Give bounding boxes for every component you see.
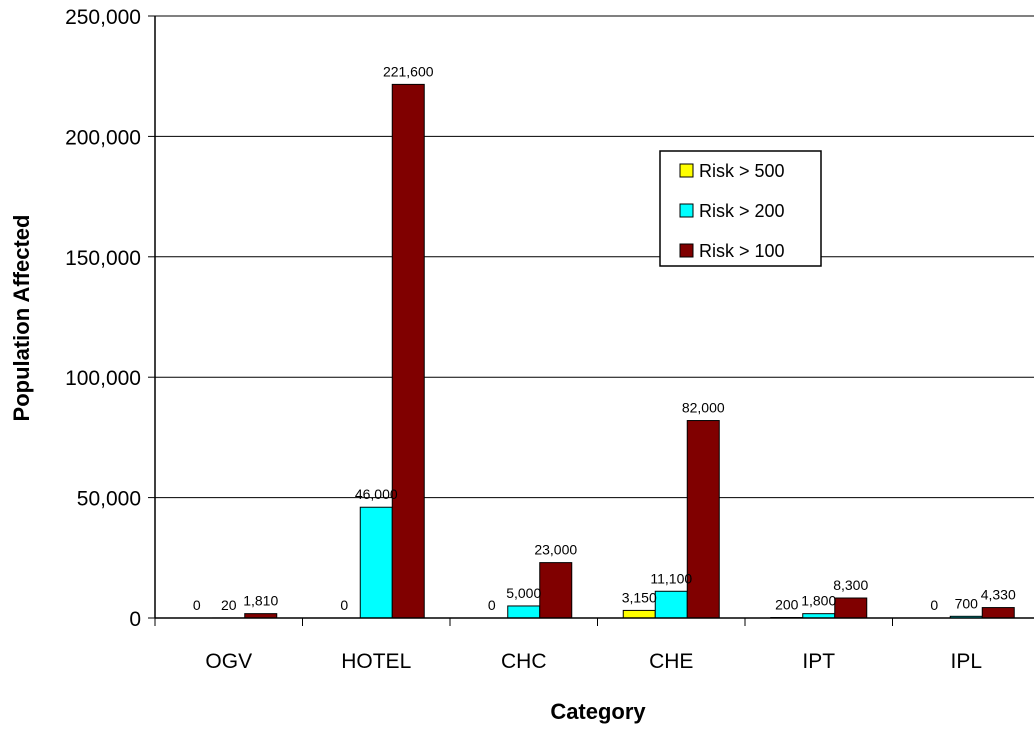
bar-che-series-3 [686,420,720,619]
bars [212,83,1015,619]
data-label: 0 [488,597,496,613]
y-tick-label: 250,000 [65,6,141,29]
legend-swatch [679,243,694,258]
data-label: 46,000 [355,486,398,502]
x-tick-label: CHC [501,650,547,673]
bar-chc-series-2 [507,605,541,619]
bar-chc-series-3 [539,562,573,619]
data-label: 221,600 [383,63,434,79]
y-axis-title: Population Affected [9,215,34,422]
x-tick-label: IPT [802,650,835,673]
x-tick-label: HOTEL [341,650,411,673]
data-label: 8,300 [833,577,868,593]
data-label: 0 [340,597,348,613]
x-tick-label: CHE [649,650,693,673]
data-label: 11,100 [650,570,692,586]
bar-che-series-1 [622,609,656,619]
bar-ipt-series-3 [834,597,868,619]
y-tick-label: 150,000 [65,247,141,270]
y-tick-label: 100,000 [65,367,141,390]
x-tick-label: OGV [205,650,252,673]
axes [148,15,1034,626]
y-tick-label: 0 [129,608,141,631]
gridlines [155,15,1034,499]
y-tick-label: 200,000 [65,126,141,149]
x-tick-label: IPL [950,650,982,673]
tick-labels: 0 50,000 100,000 150,000 200,000 250,000 OGV HO… [65,6,982,673]
y-tick-label: 50,000 [77,488,141,511]
bar-che-series-2 [654,590,688,619]
data-labels: 0 20 1,810 0 46,000 221,600 0 5,000 23,000 3,150 1… [193,63,1016,613]
legend-swatch [679,203,694,218]
legend-label: Risk > 500 [699,161,785,181]
data-label: 5,000 [506,585,541,601]
bar-hotel-series-2 [359,506,393,619]
x-axis-title: Category [550,699,646,724]
data-label: 20 [221,597,237,613]
data-label: 0 [193,597,201,613]
bar-hotel-series-3 [391,83,425,619]
data-label: 3,150 [622,589,657,605]
legend-label: Risk > 100 [699,241,785,261]
legend-label: Risk > 200 [699,201,785,221]
bar-ipl-series-3 [981,607,1015,619]
legend-swatch [679,163,694,178]
data-label: 700 [955,595,979,611]
data-label: 1,800 [801,593,836,609]
data-label: 4,330 [981,587,1016,603]
data-label: 1,810 [243,593,278,609]
legend: Risk > 500 Risk > 200 Risk > 100 [659,150,822,267]
data-label: 23,000 [534,542,577,558]
data-label: 200 [775,597,799,613]
data-label: 0 [930,597,938,613]
data-label: 82,000 [682,400,725,416]
